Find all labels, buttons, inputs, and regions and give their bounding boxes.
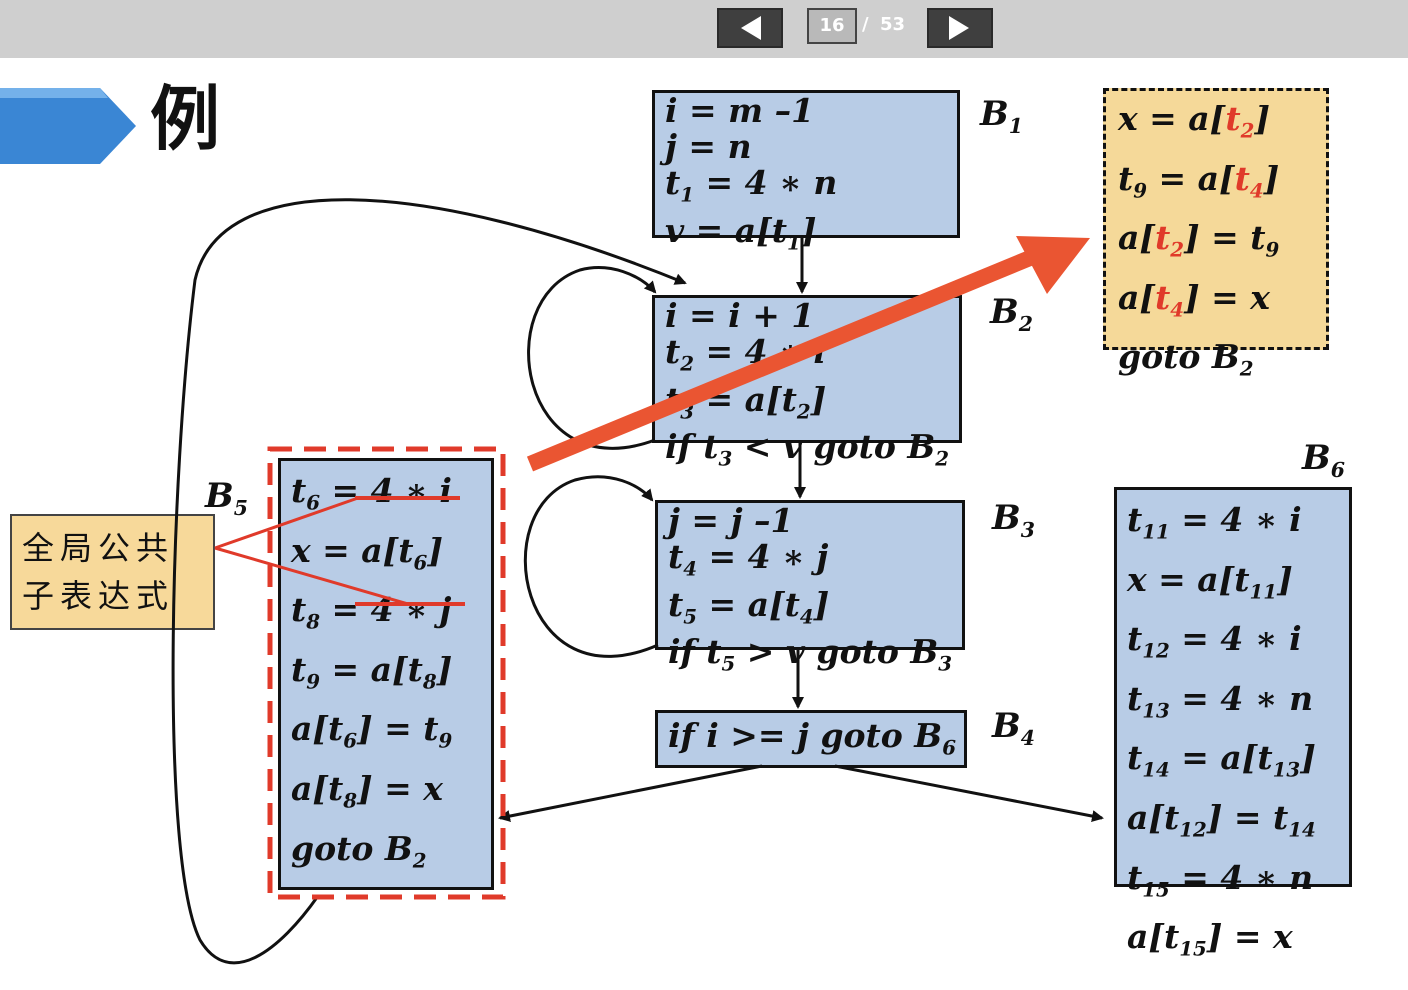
code-line: t9 = a[t8] [291,649,453,694]
code-line: v = a[t1] [665,210,817,255]
arrow-left-icon [741,16,761,40]
optimized-code-line: goto B2 [1118,337,1254,381]
code-line: x = a[t6] [291,530,443,575]
prev-page-button[interactable] [717,8,783,48]
code-line: t13 = 4 ∗ n [1127,678,1314,723]
code-line: t8 = 4 ∗ j [291,590,452,634]
optimized-code-line: x = a[t2] [1118,99,1270,143]
block-b4: if i >= j goto B6 [655,710,967,768]
code-line: a[t12] = t14 [1127,797,1316,842]
label-b6: B6 [1302,438,1345,482]
arrow-right-icon [949,16,969,40]
block-b3: j = j –1 t4 = 4 ∗ j t5 = a[t4] if t5 > v go… [655,500,965,676]
note-line-2: 子表达式 [22,577,175,615]
code-line: t6 = 4 ∗ i [291,471,452,515]
code-line: i = i + 1 [665,296,815,335]
viewer-toolbar: 16 / 53 [0,0,1408,58]
code-line: t12 = 4 ∗ i [1127,619,1302,663]
code-line: t15 = 4 ∗ n [1127,857,1314,902]
slide-title: 例 [150,78,220,160]
label-b4: B4 [992,706,1035,750]
code-line: t4 = 4 ∗ j [668,537,829,581]
edge-b2-loop [527,266,657,450]
code-line: a[t8] = x [291,768,443,813]
code-line: t5 = a[t4] [668,584,830,629]
label-b3: B3 [992,498,1035,542]
edge-b3-loop [523,475,659,658]
total-pages: 53 [880,14,906,35]
code-line: a[t15] = x [1127,917,1293,961]
code-line: j = j –1 [668,501,794,540]
label-b2: B2 [990,292,1033,336]
block-b5: t6 = 4 ∗ i x = a[t6] t8 = 4 ∗ j t9 = a[t8] a… [278,458,494,890]
code-line: x = a[t11] [1127,559,1293,604]
title-arrow-icon [0,88,136,164]
label-b1: B1 [980,94,1023,138]
code-line: a[t6] = t9 [291,709,453,753]
code-line: if t5 > v goto B3 [668,632,953,676]
code-line: if i >= j goto B6 [668,716,956,760]
optimized-code-annotation: x = a[t2] t9 = a[t4] a[t2] = t9 a[t4] = x go… [1103,88,1329,381]
code-line: t1 = 4 ∗ n [665,163,838,207]
code-line: goto B2 [291,828,427,873]
optimized-code-line: a[t4] = x [1118,277,1270,322]
code-line: j = n [665,127,752,166]
code-line: if t3 < v goto B2 [665,427,950,471]
note-line-1: 全局公共 [22,529,175,567]
code-line: i = m –1 [665,91,815,130]
code-line: t3 = a[t2] [665,379,827,424]
optimization-arrow-head [1016,236,1090,294]
edge-b4-b5 [498,764,763,822]
current-page-field[interactable]: 16 [807,8,857,44]
code-line: t14 = a[t13] [1127,738,1316,782]
block-b6: t11 = 4 ∗ i x = a[t11] t12 = 4 ∗ i t13 = 4 … [1114,487,1352,961]
global-cse-note: 全局公共 子表达式 [10,514,215,630]
page-separator: / [862,14,869,35]
edge-b4-b6 [834,764,1104,822]
optimized-code-line: t9 = a[t4] [1118,158,1280,203]
code-line: t11 = 4 ∗ i [1127,500,1302,544]
code-line: t2 = 4 ∗ i [665,332,826,376]
optimized-code-line: a[t2] = t9 [1118,218,1280,262]
block-b2: i = i + 1 t2 = 4 ∗ i t3 = a[t2] if t3 < v g… [652,295,962,471]
next-page-button[interactable] [927,8,993,48]
